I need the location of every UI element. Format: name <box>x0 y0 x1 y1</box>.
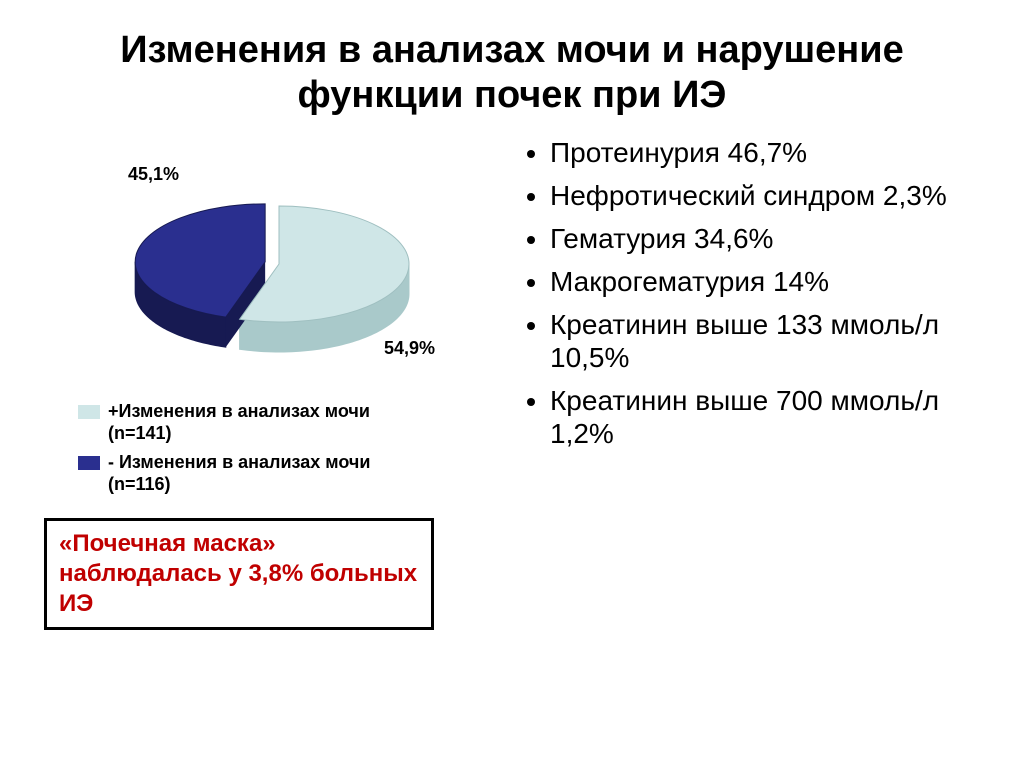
legend-swatch <box>78 405 100 419</box>
left-column: 54,9% 45,1% +Изменения в анализах мочи (… <box>44 132 474 630</box>
slide-title: Изменения в анализах мочи и нарушение фу… <box>44 28 980 118</box>
legend-item: +Изменения в анализах мочи (n=141) <box>78 400 474 445</box>
pie-chart: 54,9% 45,1% <box>44 136 474 396</box>
pie-label-slice1: 54,9% <box>384 338 435 359</box>
legend-label: +Изменения в анализах мочи (n=141) <box>100 400 400 445</box>
list-item: Креатинин выше 700 ммоль/л 1,2% <box>550 384 980 450</box>
findings-list: Протеинурия 46,7% Нефротический синдром … <box>520 136 980 450</box>
list-item: Креатинин выше 133 ммоль/л 10,5% <box>550 308 980 374</box>
legend-item: - Изменения в анализах мочи (n=116) <box>78 451 474 496</box>
note-text: «Почечная маска» наблюдалась у 3,8% боль… <box>59 529 419 619</box>
list-item: Нефротический синдром 2,3% <box>550 179 980 212</box>
slide: Изменения в анализах мочи и нарушение фу… <box>0 0 1024 767</box>
list-item: Гематурия 34,6% <box>550 222 980 255</box>
content-row: 54,9% 45,1% +Изменения в анализах мочи (… <box>44 132 980 630</box>
right-column: Протеинурия 46,7% Нефротический синдром … <box>474 132 980 460</box>
list-item: Макрогематурия 14% <box>550 265 980 298</box>
legend-label: - Изменения в анализах мочи (n=116) <box>100 451 400 496</box>
chart-legend: +Изменения в анализах мочи (n=141) - Изм… <box>44 400 474 496</box>
note-box: «Почечная маска» наблюдалась у 3,8% боль… <box>44 518 434 630</box>
legend-swatch <box>78 456 100 470</box>
pie-label-slice2: 45,1% <box>128 164 179 185</box>
list-item: Протеинурия 46,7% <box>550 136 980 169</box>
